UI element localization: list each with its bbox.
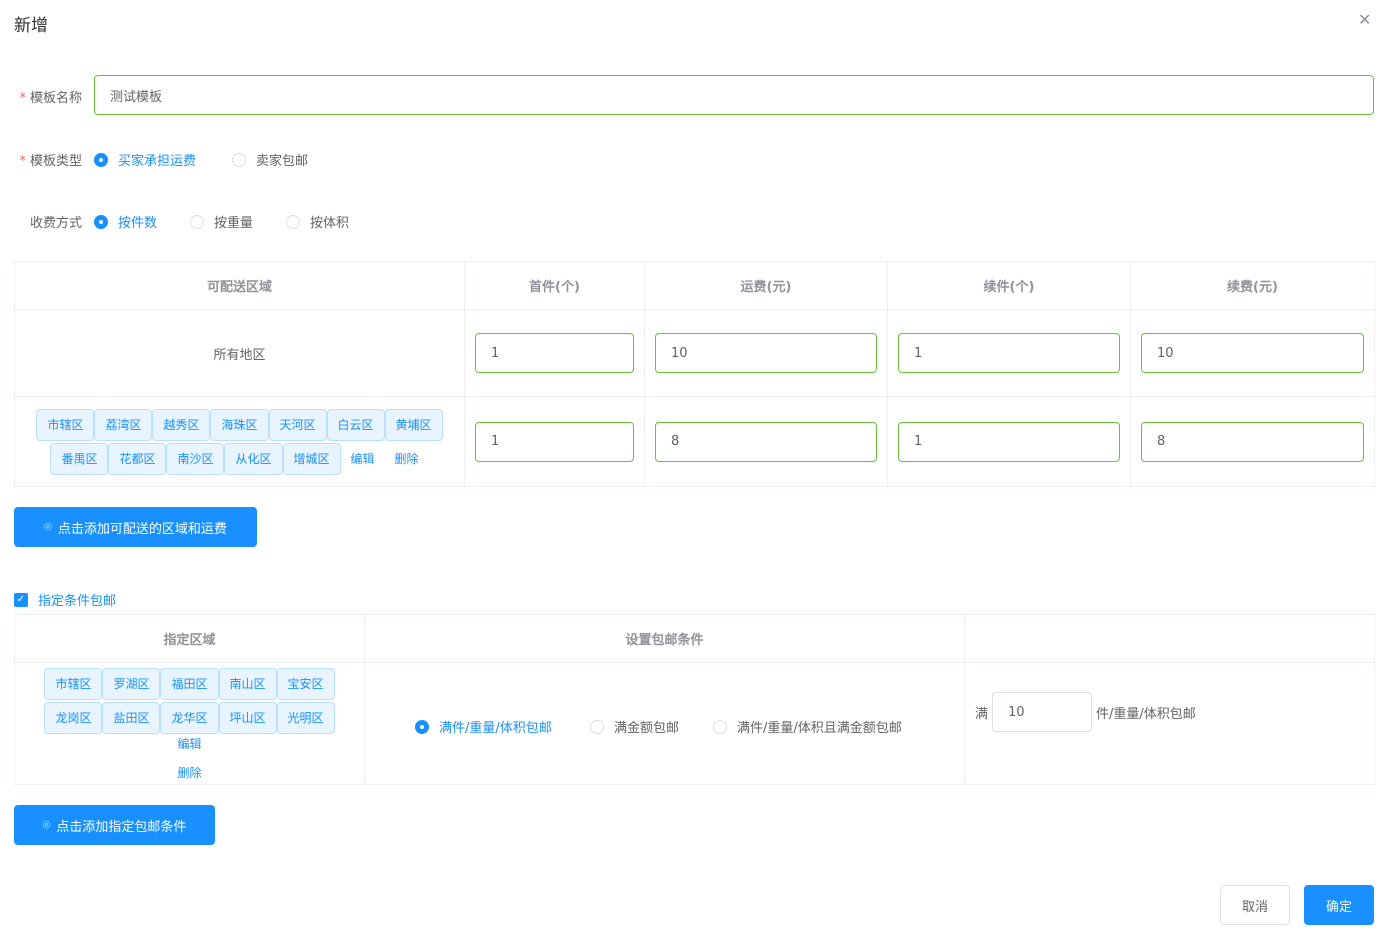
confirm-button[interactable]: 确定: [1304, 885, 1374, 925]
header-extra-fee: 续费(元): [1130, 261, 1375, 310]
charge-label: 收费方式: [29, 216, 82, 231]
radio-by-amount[interactable]: 满金额包邮: [590, 717, 679, 736]
region-tag: 番禺区: [50, 442, 109, 475]
name-label: * 模板名称: [19, 91, 82, 106]
region-tag: 福田区: [160, 667, 219, 700]
region-tag: 市辖区: [36, 408, 95, 441]
first-count-input[interactable]: 1: [475, 421, 634, 462]
region-tag: 白云区: [326, 408, 385, 441]
type-label: * 模板类型: [19, 154, 82, 169]
radio-by-both[interactable]: 满件/重量/体积且满金额包邮: [713, 717, 902, 736]
add-condition-button[interactable]: ⌾ 点击添加指定包邮条件: [14, 805, 215, 845]
cancel-button[interactable]: 取消: [1220, 885, 1290, 925]
region-tag: 从化区: [224, 442, 283, 475]
header-conditions: 设置包邮条件: [364, 614, 965, 663]
region-all: 所有地区: [14, 309, 465, 397]
region-tag: 花都区: [108, 442, 167, 475]
template-name-input[interactable]: 测试模板: [94, 75, 1374, 115]
first-count-input[interactable]: 1: [475, 333, 634, 373]
free-shipping-table: 指定区域 设置包邮条件 市辖区 罗湖区 福田区 南山区 宝安区龙岗区 盐田区 龙华区 坪山区光…: [14, 614, 1375, 785]
edit-link[interactable]: 编辑: [350, 452, 375, 466]
location-icon: ⌾: [44, 519, 52, 535]
region-tag: 坪山区: [218, 701, 277, 734]
radio-seller-free[interactable]: 卖家包邮: [232, 150, 308, 169]
close-icon[interactable]: ✕: [1358, 10, 1372, 29]
region-tag: 天河区: [268, 408, 327, 441]
region-tag: 罗湖区: [102, 667, 161, 700]
delete-link[interactable]: 删除: [177, 765, 202, 780]
condition-prefix: 满: [975, 706, 989, 722]
radio-by-quantity[interactable]: 满件/重量/体积包邮: [415, 717, 552, 736]
region-tag: 增城区: [282, 442, 341, 475]
fee-input[interactable]: 10: [655, 333, 877, 373]
condition-value-input[interactable]: 10: [992, 692, 1093, 732]
table-row: 市辖区 荔湾区 越秀区 海珠区 天河区 白云区 黄埔区番禺区 花都区 南沙区 从化区 增城区 编辑 删除…: [14, 396, 1375, 487]
region-tag: 黄埔区: [384, 408, 443, 441]
radio-by-count[interactable]: 按件数: [94, 212, 157, 231]
extra-count-input[interactable]: 1: [898, 421, 1120, 462]
extra-fee-input[interactable]: 8: [1141, 421, 1364, 462]
region-tag: 荔湾区: [94, 408, 153, 441]
fee-input[interactable]: 8: [655, 421, 877, 462]
header-specified-region: 指定区域: [14, 614, 365, 663]
region-tags: 市辖区 罗湖区 福田区 南山区 宝安区龙岗区 盐田区 龙华区 坪山区 光明区编辑删除: [15, 667, 364, 781]
delete-link[interactable]: 删除: [394, 452, 419, 466]
region-tag: 南沙区: [166, 442, 225, 475]
add-region-button[interactable]: ⌾ 点击添加可配送的区域和运费: [14, 507, 257, 547]
edit-link[interactable]: 编辑: [177, 736, 202, 751]
extra-fee-input[interactable]: 10: [1141, 333, 1364, 373]
header-empty: [964, 614, 1375, 663]
header-first-count: 首件(个): [464, 261, 645, 310]
radio-by-weight[interactable]: 按重量: [190, 212, 253, 231]
condition-suffix: 件/重量/体积包邮: [1096, 706, 1196, 722]
dialog-title: 新增: [14, 16, 48, 36]
table-row: 所有地区 1 10 1 10: [14, 309, 1375, 397]
shipping-table: 可配送区域 首件(个) 运费(元) 续件(个) 续费(元) 所有地区 1 10 …: [14, 261, 1375, 487]
region-tag: 宝安区: [276, 667, 335, 700]
header-region: 可配送区域: [14, 261, 465, 310]
region-tags: 市辖区 荔湾区 越秀区 海珠区 天河区 白云区 黄埔区番禺区 花都区 南沙区 从化区 增城区 编辑 删除: [15, 408, 464, 476]
radio-by-volume[interactable]: 按体积: [286, 212, 349, 231]
checkbox-checked-icon: ✓: [14, 592, 28, 607]
radio-buyer-pays[interactable]: 买家承担运费: [94, 150, 196, 169]
location-icon: ⌾: [42, 817, 51, 833]
region-tag: 南山区: [218, 667, 277, 700]
header-extra-count: 续件(个): [887, 261, 1131, 310]
region-tag: 龙岗区: [44, 701, 103, 734]
table-row: 市辖区 罗湖区 福田区 南山区 宝安区 龙岗区 盐田区 龙华区 坪山区 光明区 编辑 删除 满件/重量…: [14, 662, 1375, 785]
region-tag: 盐田区: [102, 701, 161, 734]
extra-count-input[interactable]: 1: [898, 333, 1120, 373]
region-tag: 市辖区: [44, 667, 103, 700]
region-tag: 龙华区: [160, 701, 219, 734]
free-shipping-checkbox[interactable]: ✓ 指定条件包邮: [14, 590, 116, 609]
region-tag: 海珠区: [210, 408, 269, 441]
header-fee: 运费(元): [644, 261, 888, 310]
region-tag: 光明区: [276, 701, 335, 734]
region-tag: 越秀区: [152, 408, 211, 441]
